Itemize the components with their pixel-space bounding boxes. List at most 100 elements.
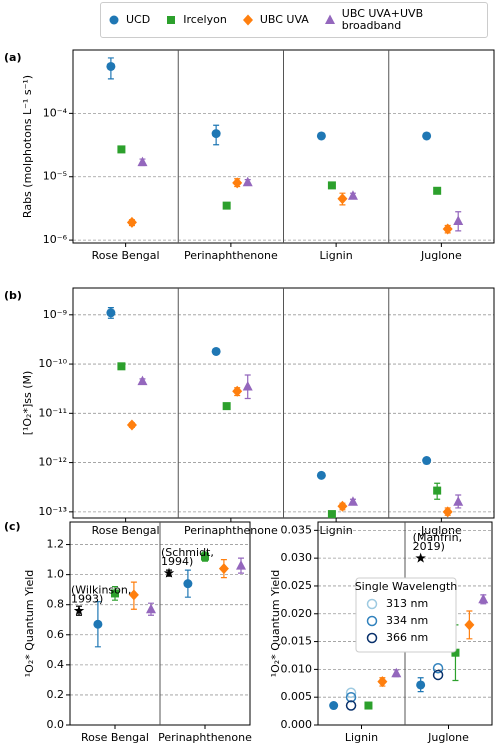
- reference-label: (Manfrin,: [413, 531, 462, 544]
- marker: [366, 615, 378, 627]
- marker: [316, 131, 326, 141]
- x-tick-label: Lignin: [320, 249, 353, 262]
- marker: [236, 560, 246, 570]
- marker: [442, 506, 453, 518]
- marker: [366, 632, 378, 644]
- marker: [242, 381, 253, 391]
- marker: [432, 669, 444, 681]
- panel-label: (c): [4, 520, 21, 533]
- marker: [128, 589, 139, 601]
- y-tick-label: 0.0: [47, 718, 65, 731]
- marker: [464, 619, 475, 631]
- y-tick-label: 1.2: [47, 538, 65, 551]
- y-tick-label: 10⁻⁵: [43, 170, 67, 183]
- y-tick-label: 10⁻¹⁰: [38, 357, 67, 370]
- marker: [73, 605, 85, 616]
- legend-marker: [109, 15, 119, 25]
- x-tick-label: Juglone: [427, 731, 469, 744]
- legend-label: 366 nm: [386, 631, 428, 644]
- marker: [137, 156, 148, 167]
- y-tick-label: 0.025: [281, 579, 313, 592]
- y-axis-label: ¹O₂* Quantum Yield: [23, 570, 36, 678]
- marker: [211, 129, 221, 139]
- y-tick-label: 0.020: [281, 607, 313, 620]
- y-tick-label: 10⁻¹²: [38, 456, 67, 469]
- legend-label: 334 nm: [386, 614, 428, 627]
- marker: [232, 177, 243, 189]
- marker: [163, 567, 175, 578]
- y-tick-label: 10⁻⁹: [43, 308, 67, 321]
- marker: [422, 456, 432, 466]
- panel-label: (a): [4, 51, 21, 64]
- legend-label: Ircelyon: [183, 13, 227, 26]
- marker: [347, 190, 358, 200]
- marker: [327, 181, 336, 190]
- marker: [366, 598, 378, 610]
- y-tick-label: 0.000: [281, 718, 313, 731]
- marker: [478, 593, 489, 604]
- y-axis-label: ¹O₂* Quantum Yield: [269, 570, 282, 678]
- marker: [324, 14, 335, 24]
- marker: [167, 16, 176, 24]
- reference-label: (Schmidt,: [161, 546, 214, 559]
- y-tick-label: 10⁻¹¹: [38, 406, 67, 419]
- y-tick-label: 0.2: [47, 688, 65, 701]
- marker: [201, 552, 209, 561]
- x-tick-label: Juglone: [420, 249, 462, 262]
- y-tick-label: 0.030: [281, 551, 313, 564]
- legend-label: UBC UVA+UVB broadband: [341, 7, 424, 32]
- legend-marker: [167, 16, 176, 24]
- marker: [337, 193, 348, 205]
- marker: [415, 552, 426, 563]
- x-tick-label: Rose Bengal: [81, 731, 149, 744]
- x-tick-label: Perinaphthenone: [184, 249, 278, 262]
- x-tick-label: Perinaphthenone: [184, 524, 278, 537]
- marker: [109, 15, 119, 25]
- x-tick-label: Lignin: [345, 731, 378, 744]
- marker: [106, 61, 116, 71]
- marker: [93, 619, 103, 629]
- marker: [126, 216, 137, 228]
- x-tick-label: Lignin: [320, 524, 353, 537]
- marker: [211, 346, 221, 356]
- legend-title: Single Wavelength: [355, 580, 458, 593]
- legend-marker: [242, 14, 253, 26]
- marker: [106, 308, 116, 318]
- marker: [117, 145, 126, 154]
- marker: [422, 131, 432, 141]
- y-tick-label: 0.015: [281, 635, 313, 648]
- reference-label: 1993): [71, 593, 103, 606]
- marker: [345, 687, 357, 698]
- reference-label: (Wilkinson,: [71, 584, 131, 597]
- marker: [451, 648, 460, 657]
- x-tick-label: Rose Bengal: [92, 249, 160, 262]
- legend-marker: [324, 14, 335, 24]
- y-axis-label: [¹O₂*]ss (M): [21, 371, 34, 436]
- marker: [242, 176, 253, 187]
- marker: [337, 500, 348, 512]
- x-tick-label: Perinaphthenone: [158, 731, 252, 744]
- y-tick-label: 0.035: [281, 523, 313, 536]
- marker: [347, 496, 358, 506]
- y-tick-label: 0.010: [281, 662, 313, 675]
- marker: [183, 579, 193, 589]
- marker: [364, 701, 373, 710]
- legend: UCD Ircelyon UBC UVA UBC UVA+UVB broadband: [100, 2, 488, 38]
- y-tick-label: 10⁻⁴: [43, 106, 68, 119]
- legend-label: 313 nm: [386, 597, 428, 610]
- marker: [137, 375, 148, 386]
- marker: [117, 362, 126, 371]
- y-tick-label: 1.0: [47, 568, 65, 581]
- reference-label: 2019): [413, 540, 445, 553]
- legend-item: Ircelyon: [164, 13, 227, 27]
- marker: [146, 603, 156, 614]
- y-tick-label: 10⁻⁶: [43, 233, 68, 246]
- marker: [377, 676, 388, 688]
- marker: [316, 470, 326, 480]
- marker: [416, 680, 426, 690]
- marker: [329, 701, 339, 711]
- y-tick-label: 0.6: [47, 628, 65, 641]
- legend-label: UBC UVA: [259, 13, 309, 26]
